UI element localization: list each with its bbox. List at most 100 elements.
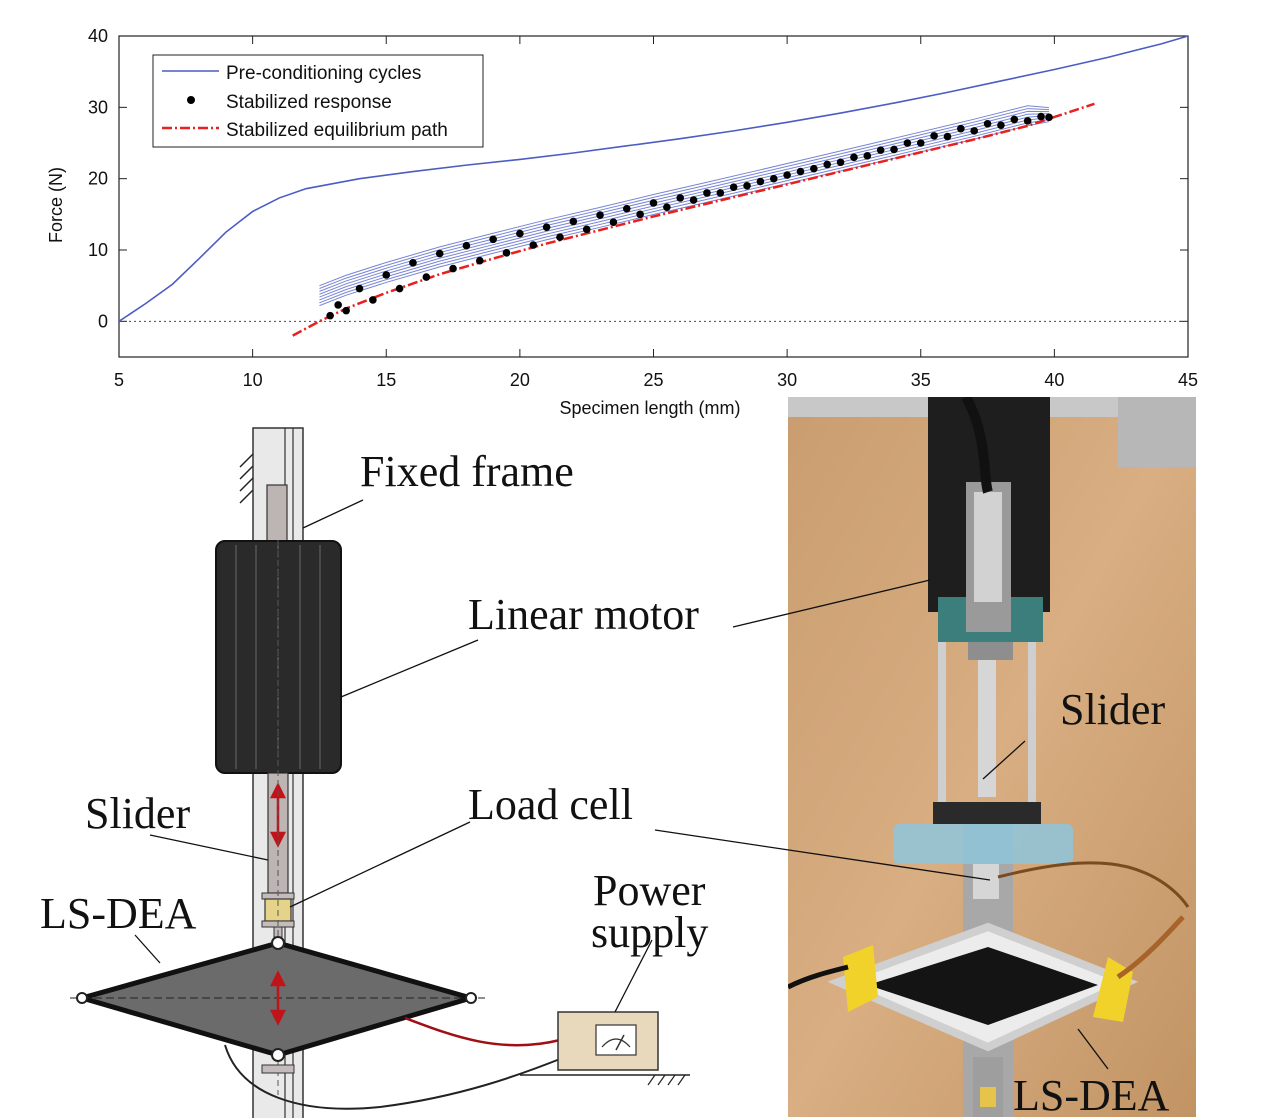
y-axis-label: Force (N) bbox=[46, 167, 66, 243]
hinge-bottom bbox=[271, 1048, 285, 1062]
stabilized-response-point bbox=[649, 199, 658, 207]
photo-label-slider: Slider bbox=[1060, 685, 1165, 734]
stabilized-response-point bbox=[334, 301, 342, 309]
motor-rod bbox=[266, 484, 288, 548]
ls-dea-membrane bbox=[79, 940, 474, 1058]
photo-label-ls-dea: LS-DEA bbox=[1013, 1071, 1170, 1117]
stabilized-response-point bbox=[983, 119, 992, 128]
stabilized-response-point bbox=[636, 210, 644, 219]
stabilized-response-point bbox=[743, 182, 751, 190]
stabilized-response-point bbox=[810, 164, 818, 173]
label-load-cell: Load cell bbox=[468, 780, 633, 829]
power-supply bbox=[520, 1011, 690, 1086]
stabilized-response-point bbox=[863, 152, 872, 160]
stabilized-response-point bbox=[890, 145, 898, 154]
stabilized-response-point bbox=[489, 235, 497, 244]
setup-photo: Slider LS-DEA bbox=[788, 397, 1196, 1117]
stabilized-response-point bbox=[609, 218, 618, 226]
stabilized-response-point bbox=[422, 273, 431, 281]
label-slider: Slider bbox=[85, 789, 190, 838]
stabilized-response-point bbox=[596, 211, 604, 219]
stabilized-response-point bbox=[903, 139, 912, 147]
axis-ticks: 5 10 15 20 25 30 35 40 45 0 10 20 30 40 bbox=[88, 26, 1198, 390]
dea-motion-arrow bbox=[269, 970, 287, 1026]
x-tick-label: 40 bbox=[1044, 370, 1064, 390]
stabilized-response-point bbox=[556, 233, 564, 241]
x-axis-label: Specimen length (mm) bbox=[559, 398, 740, 418]
setup-schematic: Fixed frame Linear motor Slider Load cel… bbox=[40, 427, 708, 1118]
linear-motor bbox=[215, 540, 342, 774]
x-tick-label: 30 bbox=[777, 370, 797, 390]
stabilized-response-point bbox=[943, 132, 952, 141]
hinge-right bbox=[465, 992, 477, 1004]
series-line-preconditioning-cycle bbox=[319, 105, 1050, 287]
stabilized-response-point bbox=[382, 271, 391, 279]
legend-label-equilibrium: Stabilized equilibrium path bbox=[226, 120, 448, 141]
stabilized-response-point bbox=[970, 127, 978, 135]
stabilized-response-point bbox=[355, 284, 364, 293]
stabilized-response-point bbox=[326, 311, 334, 320]
y-tick-label: 30 bbox=[88, 97, 108, 117]
stabilized-response-point bbox=[823, 160, 832, 169]
y-tick-label: 40 bbox=[88, 26, 108, 46]
y-tick-label: 0 bbox=[98, 311, 108, 331]
legend: Pre-conditioning cycles Stabilized respo… bbox=[152, 54, 484, 148]
legend-label-preconditioning: Pre-conditioning cycles bbox=[226, 63, 421, 84]
stabilized-response-point bbox=[462, 241, 471, 250]
stabilized-response-point bbox=[516, 229, 524, 238]
stabilized-response-point bbox=[850, 153, 858, 162]
stabilized-response-point bbox=[409, 259, 417, 267]
stabilized-response-point bbox=[836, 158, 845, 167]
stabilized-response-point bbox=[342, 306, 350, 315]
force-length-chart: 5 10 15 20 25 30 35 40 45 0 10 20 30 40 Pre-condition… bbox=[46, 26, 1198, 418]
series-line-preconditioning-cycle bbox=[319, 121, 1050, 307]
stabilized-response-point bbox=[876, 146, 885, 154]
stabilized-response-point bbox=[449, 264, 457, 273]
stabilized-response-point bbox=[582, 225, 591, 234]
series-line-equilibrium bbox=[292, 102, 1095, 337]
stabilized-response-point bbox=[689, 196, 698, 204]
stabilized-response-point bbox=[475, 256, 484, 265]
series-line-preconditioning-cycle bbox=[319, 108, 1050, 289]
legend-marker-stabilized bbox=[187, 96, 195, 104]
wire-red bbox=[404, 1016, 561, 1047]
series-line-preconditioning-cycle bbox=[319, 119, 1050, 304]
stabilized-response-point bbox=[930, 132, 938, 140]
x-tick-label: 5 bbox=[114, 370, 124, 390]
label-linear-motor: Linear motor bbox=[468, 590, 699, 639]
stabilized-response-point bbox=[1023, 117, 1032, 125]
stabilized-response-point bbox=[1045, 113, 1053, 122]
stabilized-response-point bbox=[957, 124, 965, 133]
stabilized-response-point bbox=[622, 204, 631, 213]
series-layer bbox=[118, 35, 1189, 337]
stabilized-response-point bbox=[997, 121, 1005, 129]
series-line-preconditioning bbox=[118, 35, 1189, 322]
stabilized-response-point bbox=[502, 249, 511, 257]
stabilized-response-point bbox=[529, 241, 538, 249]
stabilized-response-point bbox=[716, 189, 725, 197]
stabilized-response-point bbox=[663, 203, 671, 211]
x-tick-label: 15 bbox=[376, 370, 396, 390]
stabilized-response-point bbox=[756, 177, 765, 186]
stabilized-response-point bbox=[796, 167, 805, 176]
stabilized-response-point bbox=[769, 174, 778, 183]
stabilized-response-point bbox=[395, 284, 404, 293]
hinge-left bbox=[76, 992, 88, 1004]
stabilized-response-point bbox=[729, 183, 738, 192]
x-tick-label: 10 bbox=[243, 370, 263, 390]
stabilized-response-point bbox=[916, 139, 925, 147]
stabilized-response-point bbox=[569, 217, 578, 226]
stabilized-response-point bbox=[676, 194, 685, 202]
y-tick-label: 10 bbox=[88, 240, 108, 260]
x-tick-label: 20 bbox=[510, 370, 530, 390]
label-fixed-frame: Fixed frame bbox=[360, 447, 574, 496]
x-tick-label: 25 bbox=[643, 370, 663, 390]
stabilized-response-point bbox=[783, 171, 791, 179]
x-tick-label: 35 bbox=[911, 370, 931, 390]
legend-label-stabilized: Stabilized response bbox=[226, 92, 392, 113]
stabilized-response-point bbox=[369, 296, 377, 304]
stabilized-response-point bbox=[1037, 112, 1045, 121]
stabilized-response-point bbox=[435, 249, 444, 258]
wire-black bbox=[224, 1044, 566, 1110]
stabilized-response-point bbox=[703, 189, 711, 197]
